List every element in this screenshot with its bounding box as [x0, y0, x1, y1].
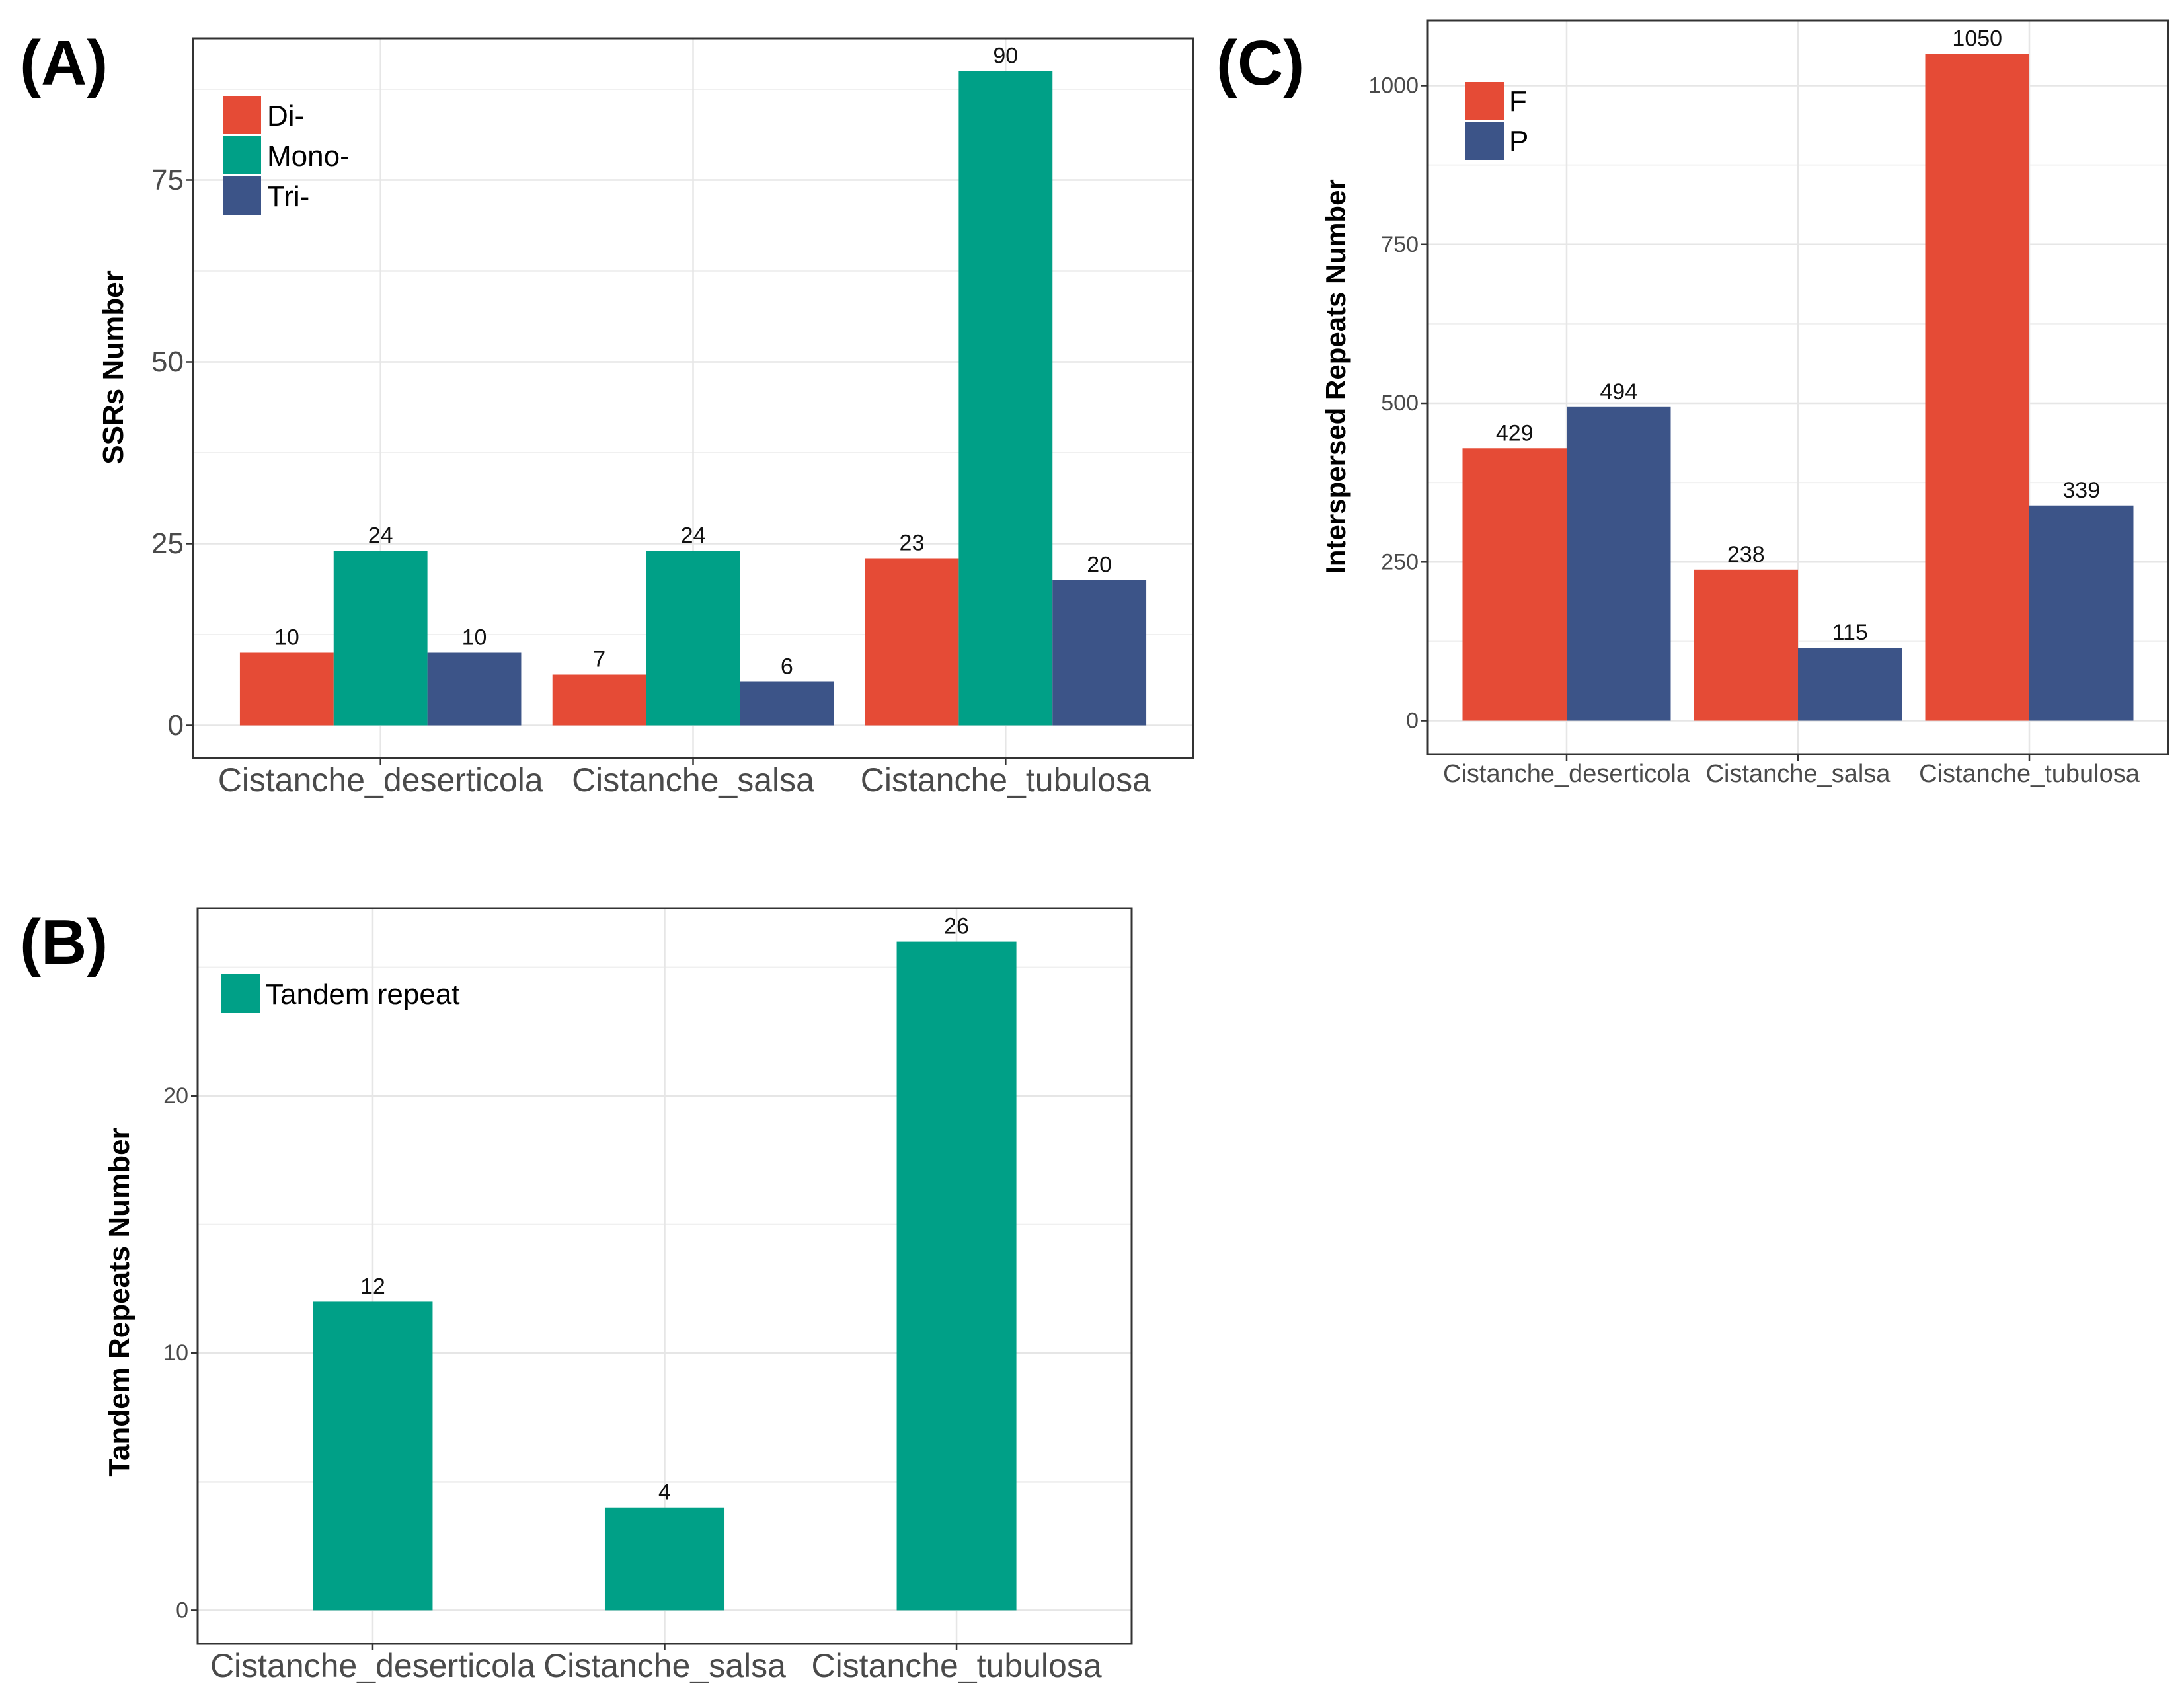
chart-b-bar-labels: 12 4 26: [360, 914, 969, 1505]
bar-b-tandemrepeat-1: [604, 1507, 725, 1611]
bar-b-tandemrepeat-0: [313, 1301, 433, 1611]
bar-value-label: 4: [658, 1480, 671, 1505]
legend-swatch-tandem: [221, 974, 260, 1013]
chart-a-y-ticks: 0 25 50 75: [151, 164, 193, 742]
bar-value-label: 12: [360, 1274, 385, 1299]
bar-a-di-2: [865, 558, 959, 726]
legend-swatch-f: [1465, 82, 1504, 120]
bar-a-di-0: [239, 652, 334, 726]
chart-c-y-axis-title: Interspersed Repeats Number: [1320, 179, 1351, 574]
chart-c: 429 238 1050 494 115 339 0 250 500 750 1000 Cista…: [1320, 19, 2169, 788]
x-tick-label: Cistanche_salsa: [572, 761, 814, 798]
y-tick-label: 750: [1381, 232, 1419, 257]
bar-value-label: 24: [681, 523, 706, 549]
x-tick-label: Cistanche_tubulosa: [1919, 760, 2140, 788]
panel-letter-b: (B): [20, 907, 108, 978]
bar-value-label: 238: [1727, 542, 1765, 567]
legend-swatch-mono: [223, 136, 261, 174]
bar-value-label: 10: [462, 625, 487, 650]
bar-c-f-1: [1694, 569, 1798, 721]
legend-label-tri: Tri-: [267, 180, 309, 213]
bar-value-label: 494: [1600, 379, 1637, 405]
panel-letter-c: (C): [1216, 28, 1304, 98]
legend-label-f: F: [1509, 85, 1527, 118]
x-tick-label: Cistanche_deserticola: [210, 1647, 535, 1684]
bar-c-p-1: [1798, 648, 1902, 721]
bar-c-f-2: [1925, 54, 2029, 721]
bar-c-p-2: [2029, 505, 2134, 721]
bar-a-tri-2: [1052, 580, 1147, 726]
chart-a-legend: Di- Mono- Tri-: [223, 96, 350, 215]
y-tick-label: 10: [163, 1340, 188, 1366]
legend-label-di: Di-: [267, 100, 304, 132]
chart-c-bars: [1462, 54, 2134, 721]
y-tick-label: 500: [1381, 391, 1419, 416]
y-tick-label: 0: [168, 709, 184, 742]
chart-c-y-ticks: 0 250 500 750 1000: [1368, 73, 1428, 734]
y-tick-label: 20: [163, 1083, 188, 1108]
x-tick-label: Cistanche_deserticola: [1443, 760, 1691, 788]
legend-swatch-p: [1465, 122, 1504, 160]
chart-a-x-ticks: Cistanche_deserticola Cistanche_salsa Cist…: [218, 758, 1151, 798]
bar-a-di-1: [552, 674, 646, 726]
bar-a-mono-0: [333, 551, 428, 726]
bar-value-label: 24: [368, 523, 393, 549]
x-tick-label: Cistanche_tubulosa: [811, 1647, 1101, 1684]
y-tick-label: 1000: [1368, 73, 1419, 98]
bar-value-label: 26: [944, 914, 969, 939]
bar-value-label: 115: [1832, 620, 1868, 645]
chart-b-y-axis-title: Tandem Repeats Number: [103, 1128, 136, 1476]
panel-letter-a: (A): [20, 28, 108, 98]
y-tick-label: 250: [1381, 549, 1419, 574]
chart-a-y-axis-title: SSRs Number: [97, 270, 130, 464]
chart-a-bar-labels: 10 7 23 24 24 90 10 6 20: [274, 44, 1112, 679]
y-tick-label: 0: [176, 1598, 188, 1623]
legend-swatch-di: [223, 96, 261, 134]
bar-value-label: 1050: [1952, 26, 2002, 51]
bar-value-label: 23: [900, 531, 925, 556]
bar-value-label: 6: [781, 654, 793, 679]
y-tick-label: 75: [151, 164, 184, 196]
chart-a-bars: [239, 71, 1147, 726]
bar-value-label: 7: [593, 647, 605, 672]
bar-b-tandemrepeat-2: [896, 941, 1017, 1611]
chart-c-legend: F P: [1465, 82, 1528, 160]
legend-label-tandem: Tandem repeat: [266, 978, 460, 1011]
x-tick-label: Cistanche_salsa: [1706, 760, 1891, 788]
chart-c-x-ticks: Cistanche_deserticola Cistanche_salsa Cist…: [1443, 754, 2140, 788]
bar-a-mono-1: [646, 551, 740, 726]
chart-b-legend: Tandem repeat: [221, 974, 460, 1013]
x-tick-label: Cistanche_tubulosa: [861, 761, 1151, 798]
y-tick-label: 50: [151, 346, 184, 378]
bar-a-mono-2: [958, 71, 1053, 726]
x-tick-label: Cistanche_salsa: [543, 1647, 786, 1684]
x-tick-label: Cistanche_deserticola: [218, 761, 543, 798]
bar-c-p-0: [1567, 406, 1671, 721]
bar-value-label: 90: [993, 44, 1018, 69]
y-tick-label: 0: [1406, 709, 1419, 734]
chart-b-y-ticks: 0 10 20: [163, 1083, 198, 1623]
chart-c-bar-labels: 429 238 1050 494 115 339: [1496, 26, 2100, 645]
chart-b-x-ticks: Cistanche_deserticola Cistanche_salsa Cist…: [210, 1644, 1102, 1684]
bar-c-f-0: [1462, 448, 1567, 721]
bar-a-tri-0: [427, 652, 522, 726]
chart-a: 10 7 23 24 24 90 10 6 20 0 25 50 75 Cistanche_deser…: [97, 37, 1194, 798]
legend-label-p: P: [1509, 125, 1528, 157]
bar-a-tri-1: [740, 681, 834, 726]
legend-swatch-tri: [223, 176, 261, 215]
y-tick-label: 25: [151, 527, 184, 560]
bar-value-label: 10: [274, 625, 299, 650]
legend-label-mono: Mono-: [267, 140, 350, 173]
bar-value-label: 20: [1087, 553, 1112, 578]
chart-b-bars: [313, 941, 1017, 1611]
bar-value-label: 429: [1496, 420, 1534, 445]
bar-value-label: 339: [2062, 478, 2100, 503]
